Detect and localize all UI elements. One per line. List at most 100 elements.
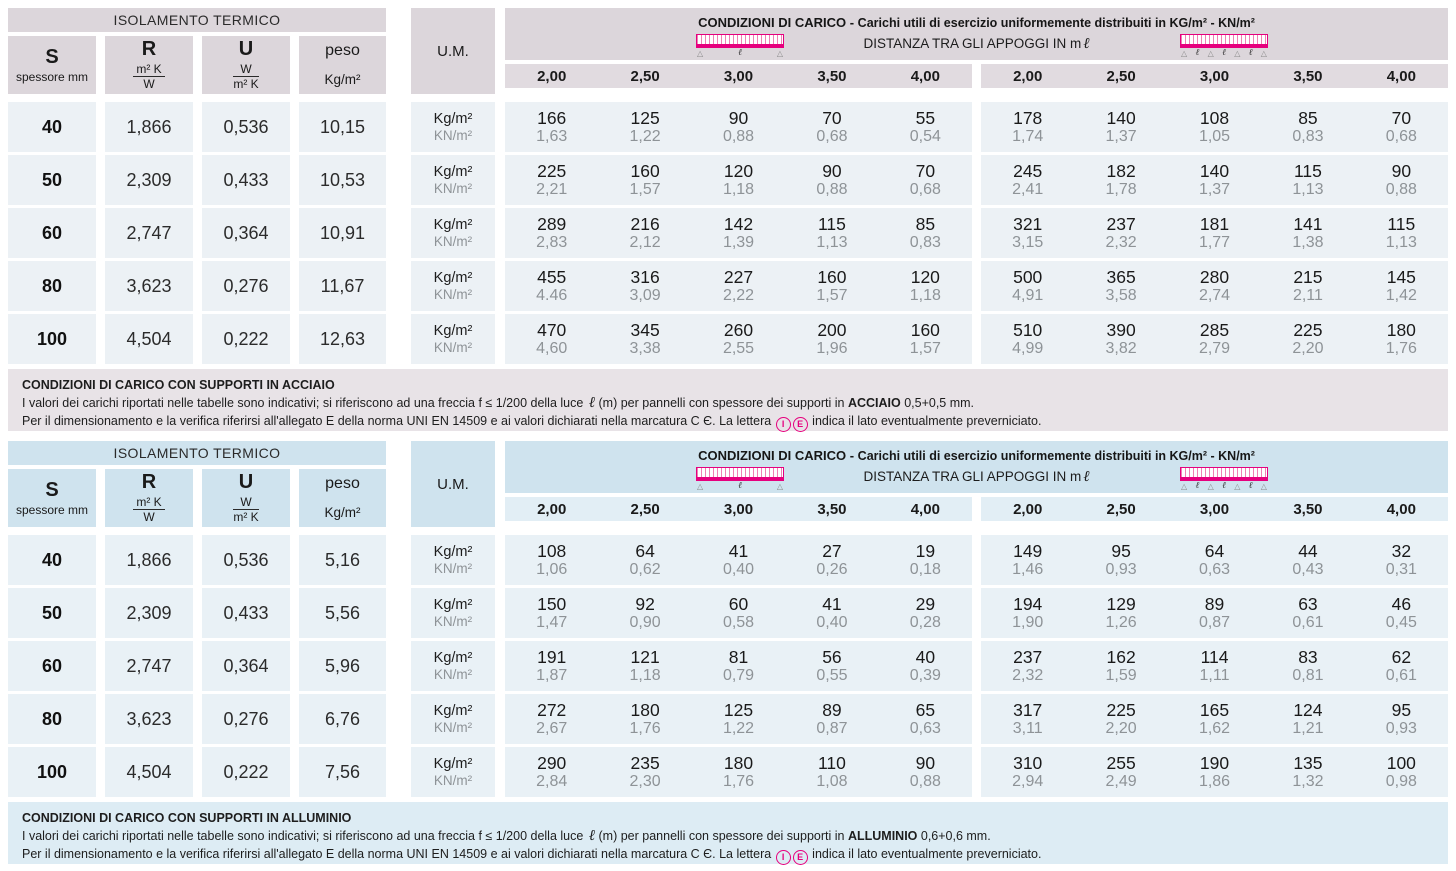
load-kn-value: 3,58 (1105, 286, 1137, 304)
span-length-symbol: ℓ (738, 48, 742, 58)
load-value-cell: 237 2,32 (1074, 208, 1167, 258)
load-value-cell: 90 0,88 (785, 155, 878, 205)
span-label: 2,50 (1106, 67, 1136, 85)
table: ISOLAMENTO TERMICO S spessore mm R m² K … (8, 441, 1448, 797)
multi-span-loads: 194 1,90 129 1,26 89 0,87 63 0,61 46 0,45 (981, 588, 1448, 638)
load-value-cell: 92 0,90 (598, 588, 691, 638)
weight-cell: 12,63 (299, 314, 386, 364)
load-value-cell: 290 2,84 (505, 747, 598, 797)
r-unit-numerator: m² K (133, 62, 165, 77)
single-span-loads: 455 4.46 316 3,09 227 2,22 160 1,57 120 1,18 (505, 261, 972, 311)
load-value-cell: 237 2,32 (981, 641, 1074, 691)
r-value-cell: 1,866 (105, 102, 193, 152)
unit-kn-label: KN/m² (433, 127, 473, 143)
col-header-weight: peso Kg/m² (299, 36, 386, 94)
single-span-loads: 290 2,84 235 2,30 180 1,76 110 1,08 90 0,88 (505, 747, 972, 797)
span-strip-single: 2,00 2,50 3,00 3,50 4,00 (505, 64, 972, 88)
u-value-cell: 0,222 (202, 747, 290, 797)
unit-kn-label: KN/m² (433, 286, 473, 302)
load-conditions-header: CONDIZIONI DI CARICO - Carichi utili di … (505, 441, 1448, 493)
load-kg-value: 108 (1199, 107, 1230, 128)
footnote: CONDIZIONI DI CARICO CON SUPPORTI IN ACC… (8, 369, 1448, 433)
load-kn-value: 1,13 (1385, 233, 1417, 251)
load-kg-value: 64 (1204, 540, 1225, 561)
col-header-u: U W m² K (202, 469, 290, 527)
load-value-cell: 63 0,61 (1261, 588, 1354, 638)
length-symbol: ℓ (588, 826, 596, 845)
u-value-cell: 0,222 (202, 314, 290, 364)
load-kg-value: 121 (630, 646, 660, 667)
length-symbol: ℓ (588, 393, 596, 412)
load-kg-value: 90 (822, 160, 842, 181)
load-kg-value: 90 (728, 107, 749, 128)
r-unit-fraction: m² K W (133, 62, 165, 92)
load-value-cell: 260 2,55 (692, 314, 785, 364)
um-header: U.M. (411, 8, 495, 94)
load-kg-value: 141 (1293, 213, 1323, 234)
u-unit-fraction: W m² K (233, 62, 259, 92)
load-kn-value: 1,42 (1385, 286, 1417, 304)
unit-cell: Kg/m² KN/m² (411, 208, 495, 258)
load-value-cell: 160 1,57 (598, 155, 691, 205)
footnote-line2: Per il dimensionamento e la verifica rif… (22, 412, 1434, 433)
load-value-cell: 56 0,55 (785, 641, 878, 691)
load-value-cell: 182 1,78 (1074, 155, 1167, 205)
load-conditions-title: CONDIZIONI DI CARICO - Carichi utili di … (505, 441, 1448, 463)
col-sub-peso: Kg/m² (324, 505, 361, 520)
load-kn-value: 0,68 (909, 180, 941, 198)
load-value-cell: 90 0,88 (879, 747, 972, 797)
support-triangle-icon: △ (1181, 482, 1188, 491)
load-kg-value: 390 (1106, 319, 1136, 340)
table-row: 60 2,747 0,364 5,96 (8, 641, 386, 691)
load-kn-value: 0,87 (816, 719, 848, 737)
load-kn-value: 1,74 (1012, 127, 1044, 145)
load-kn-value: 1,96 (816, 339, 848, 357)
load-kg-value: 70 (915, 160, 936, 181)
support-triangle-icon: △ (697, 482, 704, 491)
table-row: 290 2,84 235 2,30 180 1,76 110 1,08 90 0,88 310 2,9… (505, 747, 1448, 797)
r-value-cell: 4,504 (105, 314, 193, 364)
table-row: 100 4,504 0,222 7,56 (8, 747, 386, 797)
load-value-cell: 178 1,74 (981, 102, 1074, 152)
load-kg-value: 181 (1199, 213, 1230, 234)
load-kn-value: 1,46 (1012, 560, 1044, 578)
load-kg-value: 165 (1199, 699, 1230, 720)
single-span-loads: 272 2,67 180 1,76 125 1,22 89 0,87 65 0,63 (505, 694, 972, 744)
load-kg-value: 140 (1199, 160, 1230, 181)
load-value-cell: 125 1,22 (692, 694, 785, 744)
panel-load-table: ISOLAMENTO TERMICO S spessore mm R m² K … (8, 8, 1448, 433)
load-kg-value: 180 (723, 752, 754, 773)
load-kg-value: 216 (630, 213, 660, 234)
load-value-cell: 285 2,79 (1168, 314, 1261, 364)
col-header-thickness: S spessore mm (8, 36, 96, 94)
load-value-cell: 70 0,68 (785, 102, 878, 152)
load-kn-value: 1,18 (909, 286, 941, 304)
footnote-text: (m) per pannelli con spessore dei suppor… (595, 396, 848, 411)
span-length-symbol: ℓ (1248, 48, 1253, 58)
loads-block: CONDIZIONI DI CARICO - Carichi utili di … (505, 8, 1448, 364)
load-kn-value: 2,79 (1198, 339, 1231, 357)
unit-kn-label: KN/m² (433, 339, 473, 355)
load-value-cell: 166 1,63 (505, 102, 598, 152)
weight-cell: 5,16 (299, 535, 386, 585)
span-label: 3,00 (723, 67, 754, 85)
load-kn-value: 2,74 (1198, 286, 1231, 304)
load-kg-value: 321 (1013, 213, 1043, 234)
table-row: 50 2,309 0,433 10,53 (8, 155, 386, 205)
r-unit-numerator: m² K (133, 495, 165, 510)
r-value-cell: 2,747 (105, 208, 193, 258)
load-kg-value: 345 (630, 319, 660, 340)
span-label: 3,00 (1199, 500, 1230, 518)
col-title-s: S (45, 478, 59, 501)
footnote-line1: I valori dei carichi riportati nelle tab… (22, 827, 1434, 845)
load-kg-value: 140 (1106, 107, 1136, 128)
unit-kg-label: Kg/m² (433, 269, 473, 286)
load-kg-value: 160 (630, 160, 660, 181)
load-title: CONDIZIONI DI CARICO - (698, 15, 858, 30)
u-value-cell: 0,276 (202, 261, 290, 311)
load-value-cell: 120 1,18 (692, 155, 785, 205)
load-kg-value: 92 (635, 593, 655, 614)
load-value-cell: 85 0,83 (879, 208, 972, 258)
load-kn-value: 0,88 (909, 772, 941, 790)
load-kg-value: 62 (1391, 646, 1412, 667)
